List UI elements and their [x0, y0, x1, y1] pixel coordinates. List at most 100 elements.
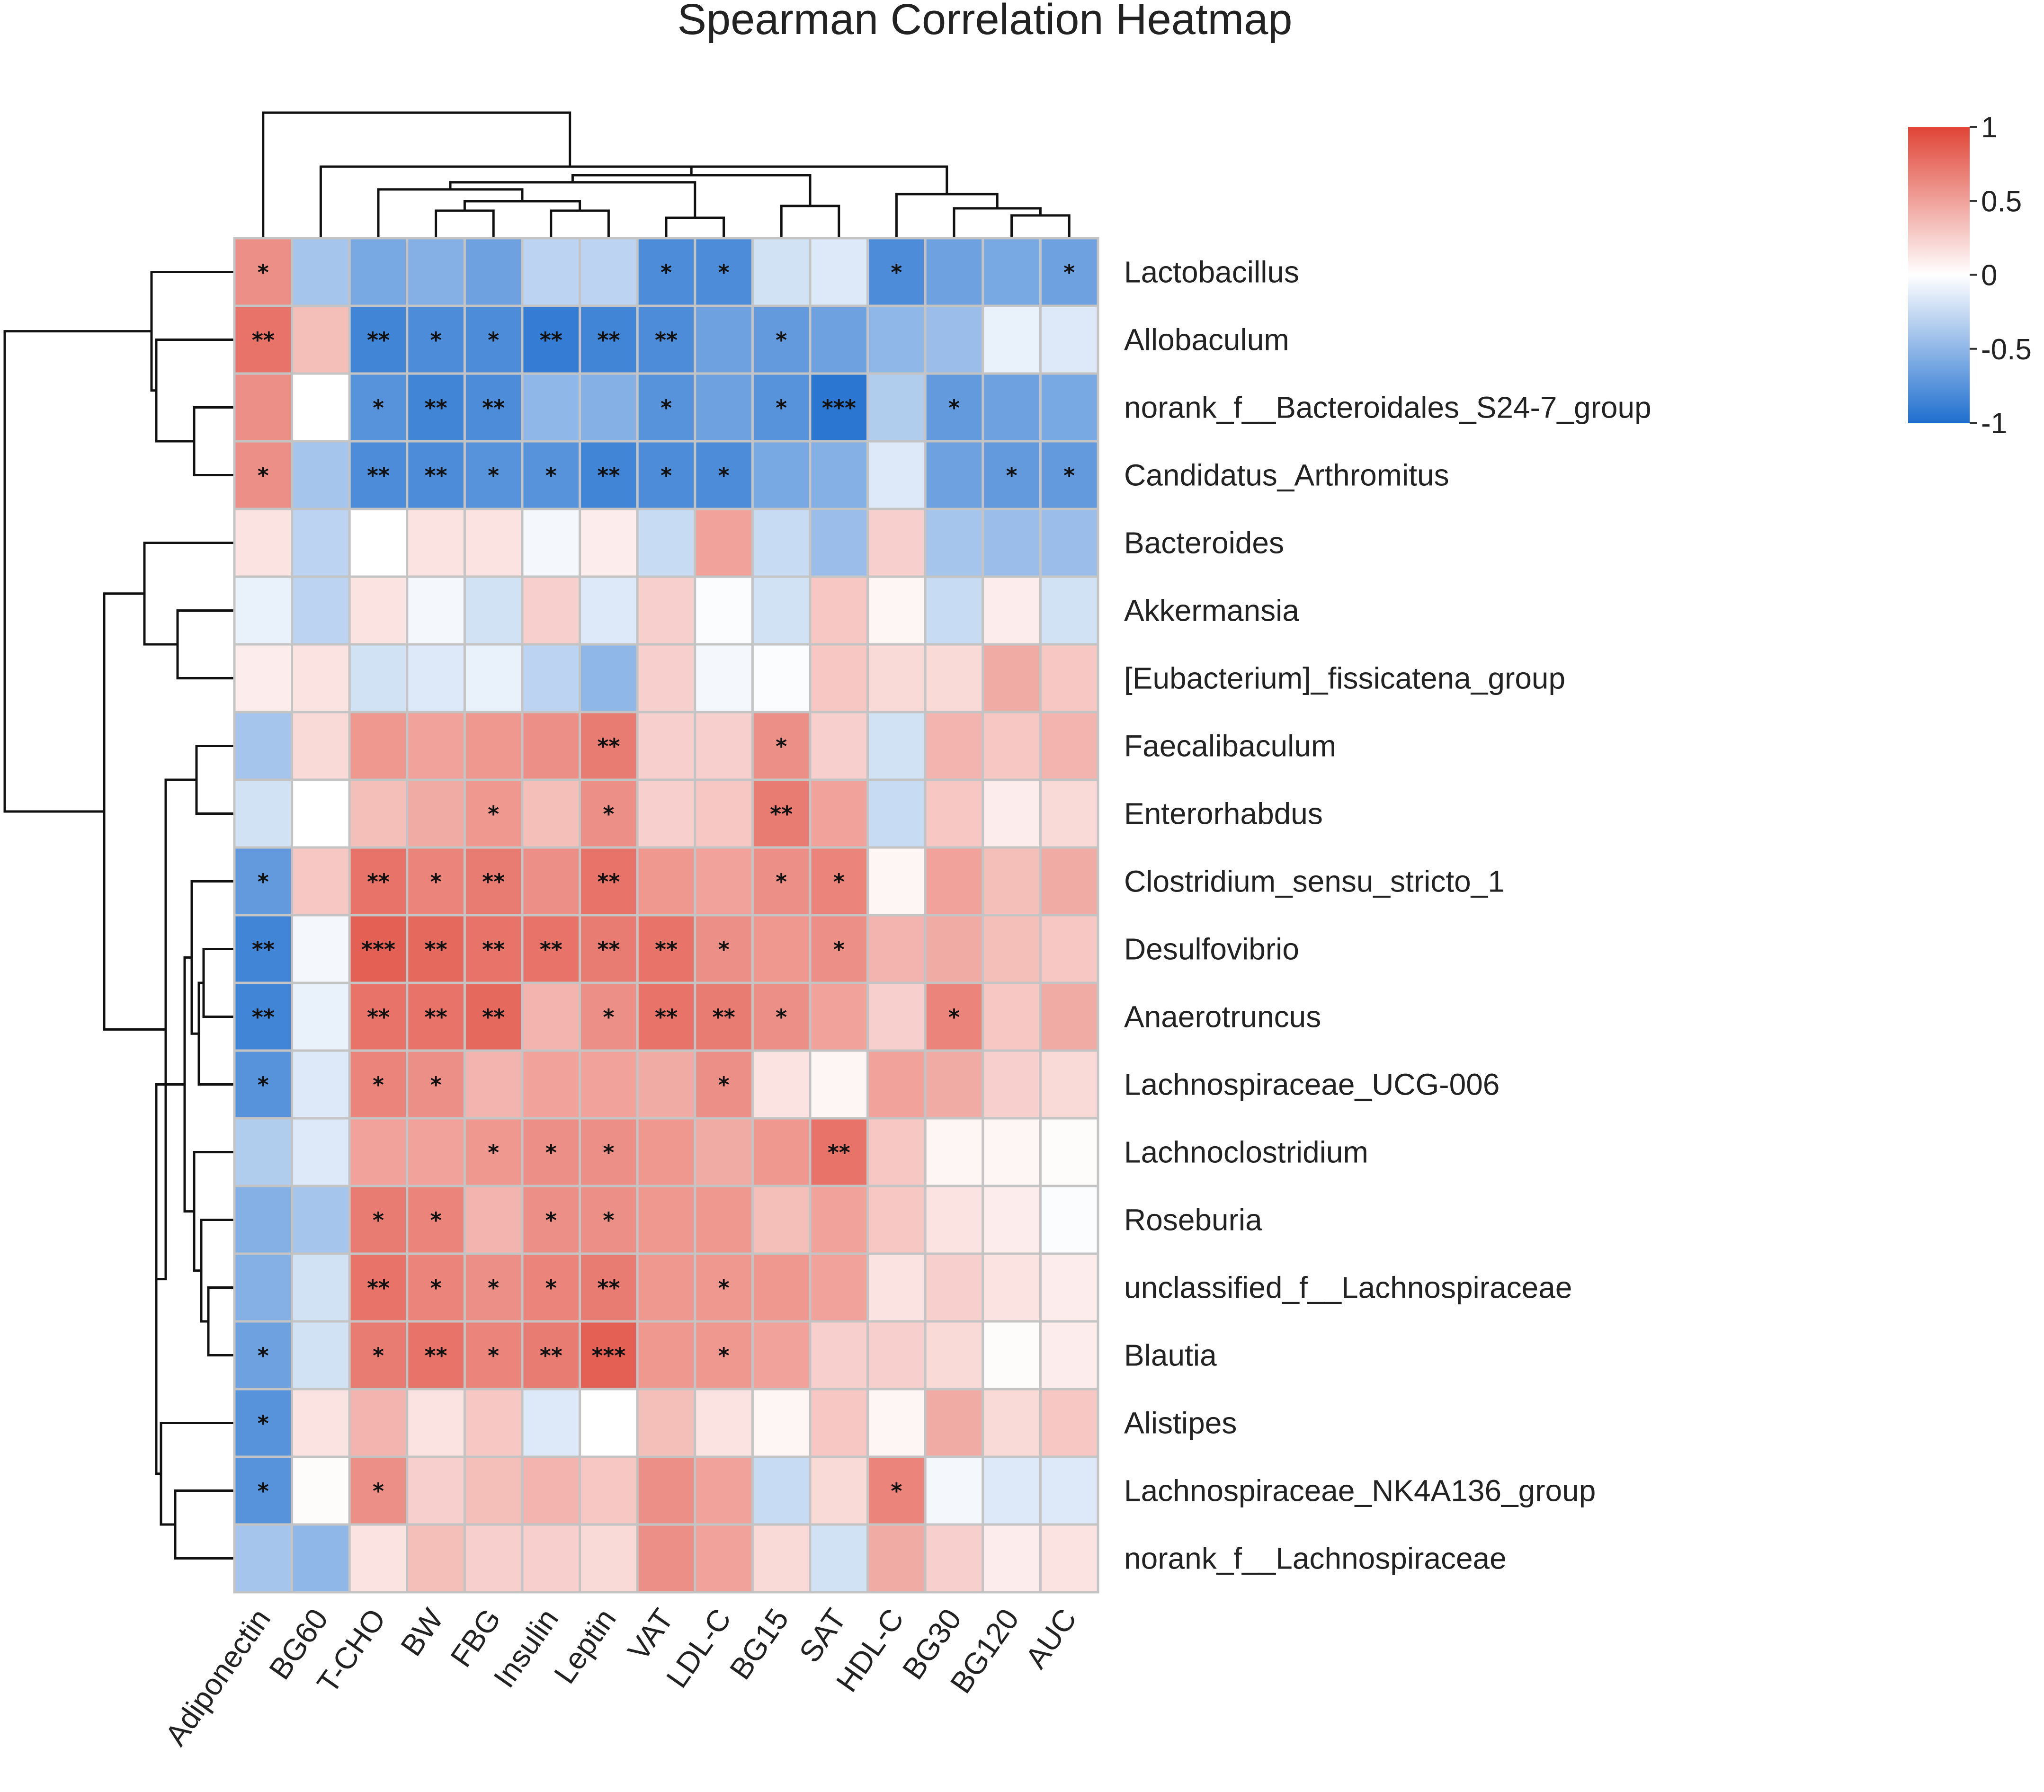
heatmap-cell [694, 508, 754, 578]
heatmap-cell [463, 1117, 524, 1187]
heatmap-cell [521, 846, 581, 917]
significance-mark: ** [425, 937, 447, 963]
significance-mark: * [1063, 260, 1075, 285]
heatmap-cell [1039, 1320, 1099, 1391]
heatmap-cell [751, 372, 812, 443]
heatmap-cell [521, 575, 581, 646]
significance-mark: ** [367, 1275, 390, 1301]
heatmap-cell [866, 1320, 927, 1391]
significance-mark: * [661, 260, 672, 285]
heatmap-cell [1039, 237, 1099, 307]
heatmap-cell [751, 1049, 812, 1120]
heatmap-cell [751, 508, 812, 578]
heatmap-cell [866, 846, 927, 917]
colorbar-gradient [1908, 127, 1970, 423]
heatmap-cell [982, 914, 1042, 984]
heatmap-cell [233, 846, 294, 917]
significance-mark: ** [252, 328, 275, 353]
heatmap-cell [521, 981, 581, 1052]
heatmap-cell [348, 914, 409, 984]
significance-mark: * [603, 802, 614, 827]
colorbar-tick-label: -0.5 [1981, 333, 2032, 366]
heatmap-cell [579, 575, 639, 646]
heatmap-cell [924, 711, 984, 781]
heatmap-cell [636, 1117, 696, 1187]
heatmap-cell [809, 1523, 869, 1594]
significance-mark: * [258, 1479, 269, 1504]
heatmap-cell [463, 914, 524, 984]
heatmap-cell [982, 1320, 1042, 1391]
heatmap-cell [406, 778, 466, 849]
colorbar-tick-label: 1 [1981, 111, 1997, 144]
heatmap-cell [463, 711, 524, 781]
heatmap-cell [463, 1523, 524, 1594]
heatmap-cell [924, 575, 984, 646]
heatmap-cell [809, 846, 869, 917]
heatmap-cell [291, 508, 351, 578]
heatmap-cell [348, 1320, 409, 1391]
heatmap-cell [463, 643, 524, 713]
heatmap-cell [751, 1185, 812, 1255]
heatmap-cell [751, 1117, 812, 1187]
column-label: Leptin [547, 1603, 623, 1690]
significance-mark: * [603, 1005, 614, 1030]
heatmap-cell [406, 1388, 466, 1458]
dendrogram-link [207, 1286, 234, 1356]
heatmap-cell [233, 575, 294, 646]
heatmap-cell [866, 304, 927, 375]
heatmap-cell [694, 372, 754, 443]
significance-mark: * [430, 869, 442, 895]
significance-mark: ** [425, 1005, 447, 1030]
significance-mark: * [258, 463, 269, 489]
heatmap-cell [348, 1049, 409, 1120]
significance-mark: ** [828, 1140, 850, 1166]
heatmap-cell [291, 1252, 351, 1323]
heatmap-cell [521, 237, 581, 307]
heatmap-cell [348, 643, 409, 713]
row-label: Akkermansia [1124, 594, 1299, 628]
significance-mark: * [488, 1275, 499, 1301]
heatmap-cell [463, 846, 524, 917]
significance-mark: * [373, 1343, 384, 1369]
heatmap-cell [233, 372, 294, 443]
heatmap-cell [1039, 1455, 1099, 1526]
chart-title: Spearman Correlation Heatmap [678, 0, 1293, 44]
significance-mark: * [776, 869, 787, 895]
significance-mark: * [488, 1343, 499, 1369]
heatmap-cell [291, 237, 351, 307]
significance-mark: * [545, 1140, 557, 1166]
significance-mark: ** [597, 1275, 620, 1301]
heatmap-cell [924, 1388, 984, 1458]
significance-mark: * [776, 734, 787, 759]
heatmap-cell [1039, 1388, 1099, 1458]
dendrogram-link [195, 745, 234, 815]
heatmap-cell [751, 1523, 812, 1594]
heatmap-cell [463, 508, 524, 578]
heatmap-cell [579, 508, 639, 578]
row-label: Alistipes [1124, 1406, 1237, 1440]
heatmap-cell [809, 1252, 869, 1323]
significance-mark: ** [597, 937, 620, 963]
heatmap-cell [809, 1049, 869, 1120]
heatmap-cell [636, 575, 696, 646]
heatmap-cell [463, 440, 524, 510]
heatmap-cell [866, 1185, 927, 1255]
heatmap-cell [521, 643, 581, 713]
heatmap-cell [636, 846, 696, 917]
significance-mark: * [258, 1411, 269, 1436]
heatmap-cell [291, 1455, 351, 1526]
heatmap-cell [751, 304, 812, 375]
heatmap-cell [694, 1388, 754, 1458]
row-label: Roseburia [1124, 1203, 1262, 1237]
row-label: norank_f__Lachnospiraceae [1124, 1542, 1507, 1576]
heatmap-cell [866, 981, 927, 1052]
significance-mark: * [430, 1275, 442, 1301]
heatmap-cell [636, 1252, 696, 1323]
heatmap-cell [291, 1320, 351, 1391]
row-label: Lachnoclostridium [1124, 1135, 1368, 1169]
significance-mark: * [545, 1275, 557, 1301]
heatmap-cell [809, 1185, 869, 1255]
significance-mark: * [373, 1479, 384, 1504]
heatmap-cell [924, 237, 984, 307]
